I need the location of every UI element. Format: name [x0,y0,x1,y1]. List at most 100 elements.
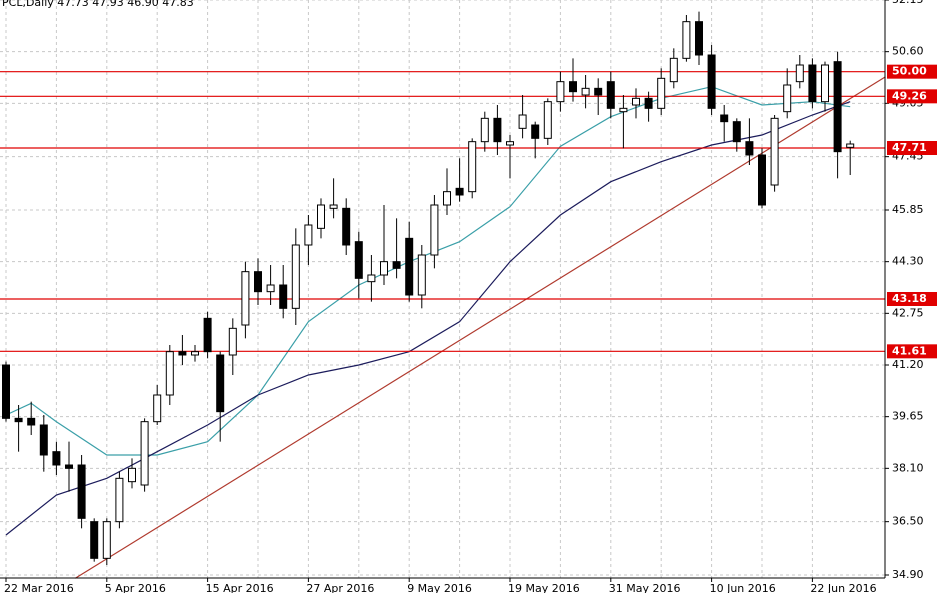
level-label: 47.71 [892,141,927,154]
candle-body [556,81,565,103]
level-label: 43.18 [892,292,927,305]
candle-body [846,143,855,148]
x-tick-label: 9 May 2016 [407,582,472,593]
candle-body [65,464,73,469]
y-tick-label: 52.15 [892,0,924,6]
candle-body [468,141,477,193]
y-tick-label: 39.65 [892,410,924,423]
candle-body [720,114,729,123]
candle-body [241,271,250,326]
candle-body [619,107,628,113]
y-tick-label: 41.20 [892,358,924,371]
candle-body [732,121,741,143]
level-label-box [887,141,937,155]
candle-body [153,394,162,423]
candle-body [594,87,603,96]
candle-body [758,154,766,206]
candle-body [317,204,325,229]
candle-body [14,417,23,423]
candle-body [367,274,376,283]
candle-body [102,521,111,559]
candle-body [392,261,401,269]
candle-body [39,424,48,456]
y-tick-label: 50.60 [892,45,924,58]
candle-body [695,21,703,56]
x-tick-label: 19 May 2016 [508,582,580,593]
x-tick-label: 27 Apr 2016 [306,582,374,593]
candle-body [291,244,300,309]
candle-body [443,191,451,206]
y-tick-label: 38.10 [892,461,924,474]
candle-body [770,117,779,186]
candle-body [52,451,61,466]
level-label: 49.26 [892,89,927,102]
candle-body [77,464,86,519]
x-tick-label: 15 Apr 2016 [206,582,274,593]
candle-body [90,521,99,559]
candle-body [304,224,313,246]
candle-body [279,284,288,309]
x-tick-label: 22 Mar 2016 [4,582,74,593]
candle-body [380,261,388,276]
candle-body [354,241,363,279]
candle-body [707,54,716,109]
candle-body [405,237,414,296]
candle-body [417,254,426,296]
candle-body [191,351,199,356]
candle-body [140,421,149,486]
candle-body [27,417,36,426]
candle-body [632,97,640,106]
candle-body [2,364,10,419]
y-tick-label: 42.75 [892,306,924,319]
candle-body [644,97,653,109]
y-tick-label: 45.85 [892,203,924,216]
candle-body [506,141,514,146]
candle-body [266,284,275,293]
x-tick-label: 5 Apr 2016 [105,582,166,593]
level-label-box [887,344,937,359]
candle-body [745,141,754,156]
level-label: 41.61 [892,344,927,357]
candle-body [178,351,187,356]
x-tick-label: 31 May 2016 [609,582,681,593]
candle-body [128,467,136,483]
candle-body [657,77,666,109]
candle-body [795,64,804,83]
y-tick-label: 44.30 [892,255,924,268]
candle-body [430,204,439,256]
candle-body [115,477,124,523]
candle-body [833,61,842,153]
x-tick-label: 10 Jun 2016 [710,582,776,593]
trend-line [74,76,886,579]
candle-body [216,354,225,413]
level-label-box [887,64,937,79]
candle-body [203,317,212,353]
candle-body [531,124,540,139]
level-label: 50.00 [892,65,927,78]
y-tick-label: 36.50 [892,515,924,528]
candle-body [783,84,792,113]
candle-body [228,327,237,356]
candle-body [581,87,590,96]
labels: 34.90 36.50 38.10 39.65 41.20 42.75 44.30 45.85… [4,0,937,593]
level-label-box [887,89,937,104]
candle-body [682,21,691,59]
y-tick-label: 34.90 [892,568,924,581]
level-label-box [887,292,937,306]
candle-body [342,207,351,246]
candle-body [808,64,817,103]
candle-body [518,114,527,129]
marks [0,11,886,579]
candle-body [543,101,552,139]
candle-body [329,204,338,209]
x-tick-label: 22 Jun 2016 [810,582,876,593]
candle-body [606,81,615,109]
candle-body [493,117,502,143]
candle-body [254,271,262,293]
candle-body [821,64,829,103]
chart-title: PCL,Daily 47.73 47.93 46.90 47.83 [2,0,194,9]
candle-body [165,351,174,396]
candle-body [455,187,464,196]
